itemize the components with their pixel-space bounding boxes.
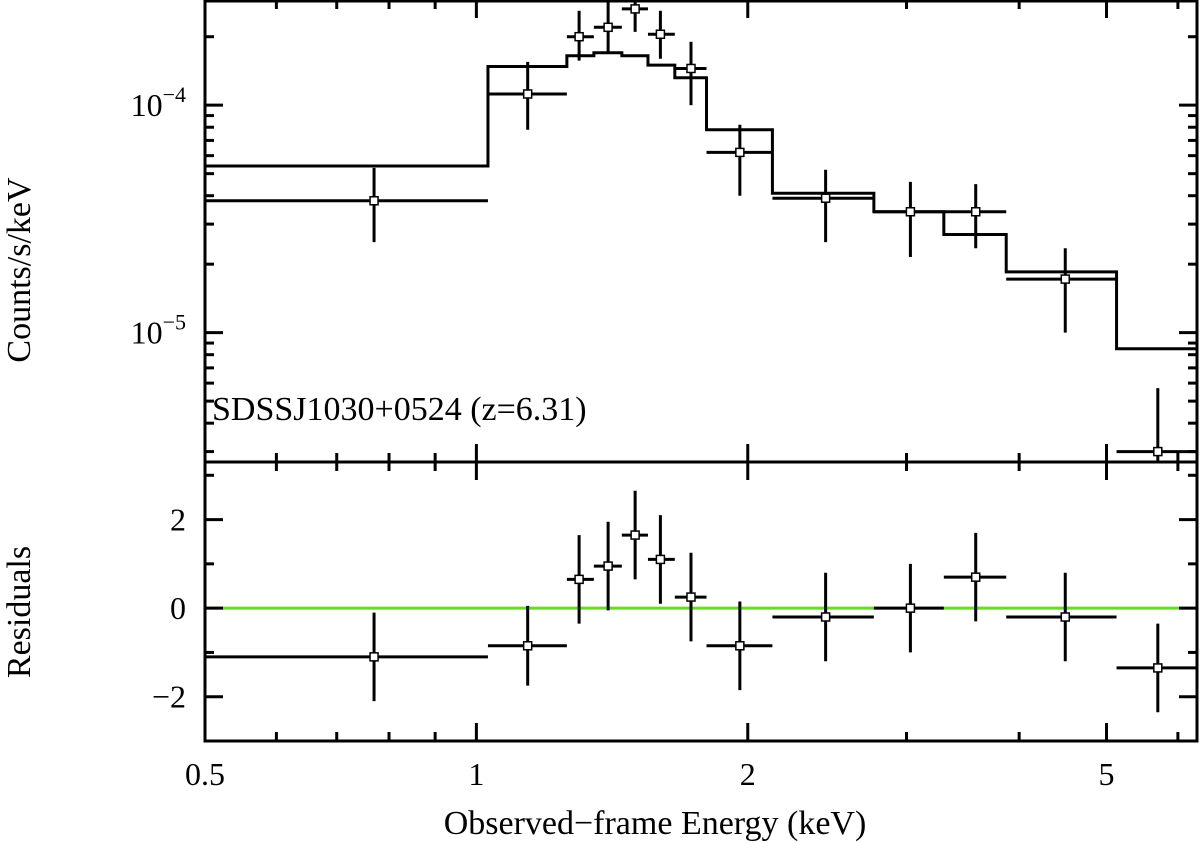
axes-frames [203, 0, 1199, 743]
spectrum-data-points [205, 0, 1197, 462]
data-point [873, 181, 944, 258]
x-tick-label: 2 [740, 756, 756, 792]
residual-point [487, 605, 567, 686]
point-marker [820, 193, 831, 203]
data-point [1006, 248, 1117, 333]
data-point [621, 0, 648, 32]
point-marker [820, 612, 831, 622]
residual-data-points [205, 490, 1197, 713]
data-point [674, 41, 707, 106]
data-point [943, 184, 1007, 249]
residual-point [706, 601, 773, 691]
x-tick-labels: 0.5 1 2 5 [185, 756, 1115, 792]
y-tick-label: 10−5 [131, 310, 186, 351]
point-marker [686, 592, 696, 602]
point-marker [574, 31, 584, 42]
data-point [566, 10, 594, 61]
point-marker [369, 196, 379, 206]
y-axis-label-bottom: Residuals [1, 546, 38, 678]
point-marker [574, 574, 584, 585]
point-marker [630, 530, 640, 540]
point-marker [369, 652, 379, 662]
residuals-axis-ticks [203, 462, 1197, 743]
residual-point [873, 563, 944, 653]
y-axis-label-top: Counts/s/keV [1, 177, 38, 363]
point-marker [735, 147, 745, 158]
residual-point [674, 552, 707, 642]
point-marker [735, 641, 745, 651]
point-marker [522, 89, 533, 99]
point-marker [970, 572, 981, 582]
point-marker [970, 207, 981, 217]
point-marker [1153, 663, 1163, 673]
y-tick-label: 2 [170, 502, 186, 538]
data-point [593, 1, 622, 53]
x-tick-label: 5 [1099, 756, 1115, 792]
data-point [647, 10, 675, 59]
x-tick-label: 1 [468, 756, 484, 792]
residual-point [205, 612, 488, 702]
data-point [205, 167, 488, 243]
point-marker [603, 561, 613, 571]
point-marker [1060, 612, 1071, 622]
residual-point [772, 572, 874, 662]
residual-point [647, 515, 675, 604]
point-marker [655, 554, 666, 565]
data-point [706, 124, 773, 196]
point-marker [1060, 274, 1071, 284]
point-marker [905, 207, 916, 217]
residuals-y-tick-labels: −2 0 2 [152, 502, 186, 715]
data-point [772, 169, 874, 243]
spectrum-panel: 10−4 10−5 [131, 0, 1197, 462]
y-tick-label: −2 [152, 679, 186, 715]
spectrum-y-tick-labels: 10−4 10−5 [131, 82, 186, 350]
residual-point [1116, 623, 1197, 713]
x-tick-label: 0.5 [185, 756, 225, 792]
residual-point [621, 490, 648, 580]
point-marker [603, 22, 613, 33]
residuals-frame [203, 460, 1199, 743]
y-tick-label: 10−4 [131, 82, 186, 123]
point-marker [630, 4, 640, 14]
residual-point [1006, 572, 1117, 662]
y-tick-label: 0 [170, 590, 186, 626]
point-marker [655, 29, 666, 40]
point-marker [686, 63, 696, 74]
data-point [1116, 388, 1197, 462]
x-axis-label: Observed−frame Energy (keV) [444, 805, 867, 842]
residual-point [566, 535, 594, 624]
residual-point [593, 521, 622, 611]
data-point [487, 61, 567, 130]
source-annotation: SDSSJ1030+0524 (z=6.31) [212, 391, 587, 428]
point-marker [1153, 446, 1163, 457]
residual-point [943, 532, 1007, 622]
point-marker [522, 641, 533, 651]
point-marker [905, 603, 916, 613]
